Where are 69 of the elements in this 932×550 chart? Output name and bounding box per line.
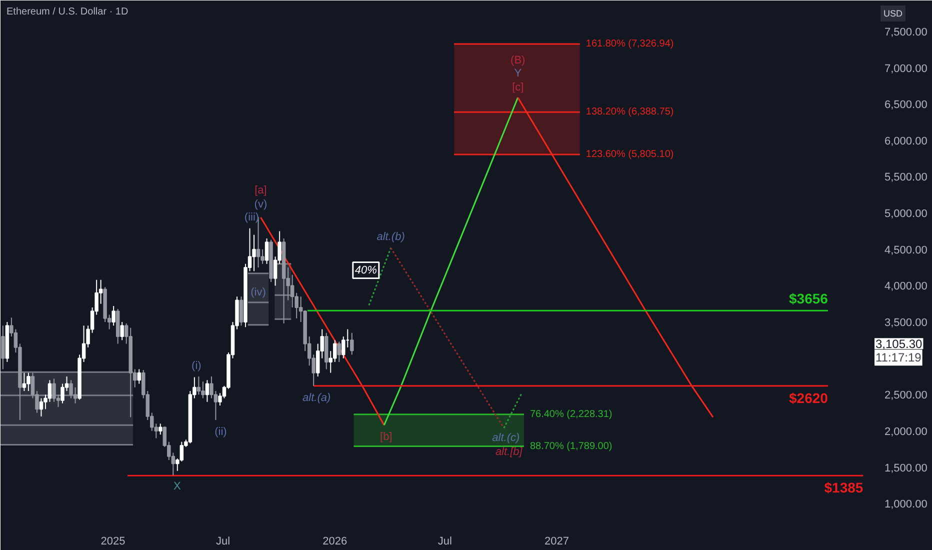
- annotation: alt.(c): [492, 432, 520, 444]
- y-tick-label: 1,000.00: [884, 498, 928, 511]
- x-tick-label: 2026: [322, 536, 348, 548]
- x-tick-label: Jul: [438, 536, 452, 548]
- y-tick-label: 4,500.00: [884, 244, 928, 256]
- annotation: (B): [510, 54, 526, 67]
- x-tick-label: 2025: [100, 536, 126, 548]
- candlestick: [1, 325, 5, 370]
- series-label: $3656: [789, 290, 828, 307]
- annotation: alt.[b]: [495, 446, 524, 458]
- annotation: 40%: [354, 264, 378, 276]
- annotation: alt.(a): [302, 392, 331, 404]
- candlestick: [264, 238, 269, 264]
- annotation: [c]: [512, 82, 524, 94]
- annotation: (v): [254, 198, 268, 210]
- y-tick-label: 5,500.00: [884, 172, 928, 184]
- y-tick-label: 6,000.00: [884, 135, 928, 148]
- candlestick: [337, 341, 341, 362]
- candlestick: [196, 376, 201, 396]
- series-label: $2620: [789, 390, 828, 406]
- annotation: alt.(b): [376, 230, 406, 243]
- candlestick: [112, 306, 116, 326]
- y-tick-label: 1,500.00: [884, 462, 928, 474]
- candlestick: [26, 372, 30, 392]
- y-tick-label: 5,000.00: [884, 208, 928, 220]
- annotation: 3,105.30: [876, 337, 923, 352]
- y-axis-title: USD: [884, 8, 903, 18]
- annotation: [b]: [380, 431, 392, 444]
- annotation: (iv): [250, 286, 266, 298]
- candlestick: [48, 380, 52, 402]
- candlestick: [137, 368, 141, 384]
- annotation: (iii): [244, 211, 260, 224]
- y-tick-label: 7,000.00: [884, 62, 928, 75]
- candlestick: [60, 383, 64, 404]
- candlestick: [120, 321, 124, 341]
- candlestick: [69, 380, 73, 399]
- candlestick: [180, 441, 184, 462]
- candlestick: [239, 296, 244, 326]
- series-label: $1385: [824, 480, 864, 496]
- y-tick-label: 4,000.00: [884, 280, 928, 293]
- series-label: 88.70% (1,789.00): [530, 440, 612, 452]
- candlestick: [333, 340, 337, 362]
- candlestick: [22, 372, 26, 392]
- candlestick: [201, 381, 205, 399]
- annotation: (ii): [214, 426, 227, 438]
- candlestick: [290, 274, 294, 308]
- candlestick: [350, 332, 354, 356]
- series-label: 138.20% (6,388.75): [586, 106, 674, 118]
- x-tick-label: Jul: [216, 536, 230, 548]
- annotation: 11:17:19: [876, 350, 922, 365]
- text: Ethereum / U.S. Dollar · 1D: [6, 6, 128, 18]
- y-tick-label: 7,500.00: [884, 26, 928, 38]
- y-tick-label: 2,000.00: [884, 426, 928, 438]
- candlestick: [52, 378, 56, 402]
- series-label: 161.80% (7,326.94): [586, 38, 674, 50]
- series-label: 76.40% (2,228.31): [530, 408, 612, 420]
- annotation: [a]: [254, 184, 267, 196]
- annotation: X: [173, 480, 182, 492]
- candlestick: [73, 386, 78, 404]
- candlestick: [158, 423, 162, 436]
- y-tick-label: 2,500.00: [884, 390, 928, 402]
- annotation: (i): [192, 360, 202, 372]
- y-tick-label: 6,500.00: [884, 99, 928, 112]
- y-tick-label: 3,500.00: [884, 316, 928, 329]
- candlestick: [39, 398, 44, 417]
- series-label: 123.60% (5,805.10): [586, 149, 674, 160]
- candlestick: [205, 380, 210, 402]
- annotation: Y: [514, 68, 522, 80]
- x-tick-label: 2027: [544, 536, 570, 548]
